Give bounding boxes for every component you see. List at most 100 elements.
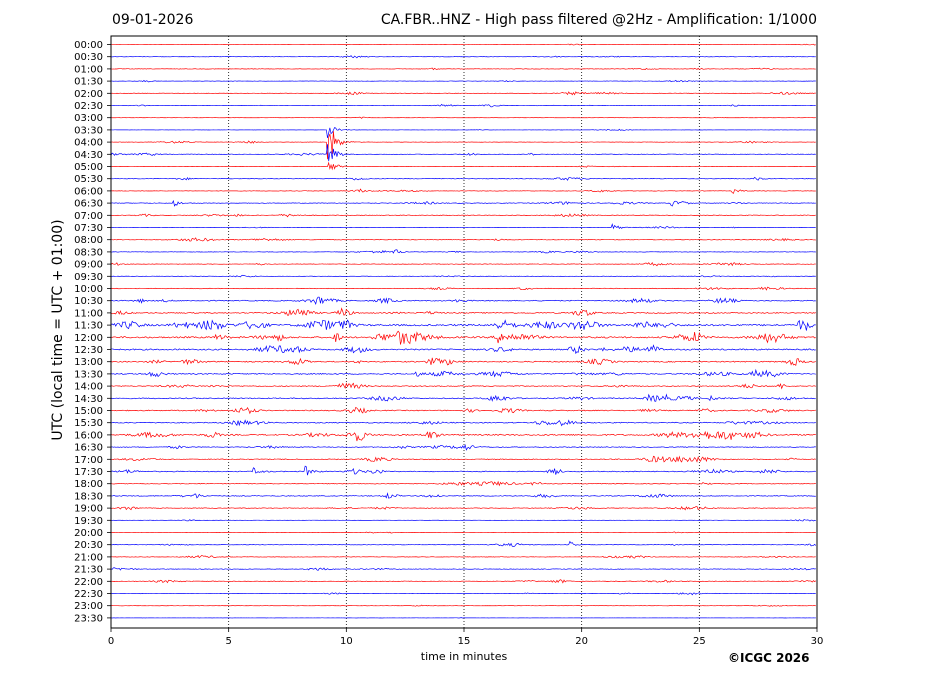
seismic-trace-1600 (110, 430, 816, 442)
y-tick-label: 00:00 (74, 40, 103, 51)
copyright-label: ©ICGC 2026 (728, 651, 810, 665)
x-tick-label: 20 (575, 636, 588, 647)
seismic-trace-0030 (111, 55, 816, 59)
seismic-trace-1000 (110, 286, 816, 291)
seismic-trace-0430 (110, 144, 816, 162)
x-axis-ticks: 0 5 10 15 20 25 30 (108, 628, 824, 647)
y-tick-label: 20:30 (74, 540, 103, 551)
seismic-trace-0830 (110, 249, 816, 254)
y-tick-label: 07:30 (74, 223, 103, 234)
y-tick-label: 19:00 (74, 504, 103, 515)
y-tick-label: 18:30 (74, 491, 103, 502)
seismic-trace-0300 (110, 116, 816, 119)
seismic-trace-1300 (110, 357, 816, 367)
y-axis-label: UTC (local time = UTC + 01:00) (50, 219, 66, 441)
y-tick-label: 15:30 (74, 418, 103, 429)
x-tick-label: 25 (693, 636, 706, 647)
y-tick-label: 06:00 (74, 186, 103, 197)
y-tick-label: 15:00 (74, 406, 103, 417)
x-tick-label: 0 (108, 636, 114, 647)
seismic-traces (110, 43, 817, 619)
vertical-gridlines (228, 36, 700, 628)
seismic-trace-1030 (110, 296, 816, 305)
y-tick-label: 07:00 (74, 211, 103, 222)
y-tick-label: 09:00 (74, 260, 103, 271)
seismic-trace-1930 (110, 519, 816, 522)
x-tick-label: 5 (225, 636, 231, 647)
y-tick-label: 13:30 (74, 369, 103, 380)
y-tick-label: 23:00 (74, 601, 103, 612)
seismic-trace-2000 (110, 531, 816, 534)
y-tick-label: 12:00 (74, 333, 103, 344)
seismic-trace-0000 (110, 43, 816, 46)
y-tick-label: 10:00 (74, 284, 103, 295)
y-tick-label: 19:30 (74, 516, 103, 527)
y-tick-label: 22:30 (74, 589, 103, 600)
seismic-trace-2100 (110, 555, 816, 559)
plot-frame (110, 35, 818, 629)
y-tick-label: 02:30 (74, 101, 103, 112)
y-tick-label: 03:00 (74, 113, 103, 124)
seismic-trace-0400 (110, 131, 816, 160)
date-label: 09-01-2026 (112, 12, 194, 28)
seismic-trace-1830 (110, 492, 816, 499)
seismic-trace-0500 (110, 161, 816, 171)
y-tick-label: 16:30 (74, 443, 103, 454)
seismic-trace-0600 (110, 188, 816, 194)
y-tick-label: 18:00 (74, 479, 103, 490)
y-tick-label: 12:30 (74, 345, 103, 356)
y-tick-label: 10:30 (74, 296, 103, 307)
seismic-trace-1700 (110, 455, 816, 463)
chart-title: CA.FBR..HNZ - High pass filtered @2Hz - … (380, 12, 817, 28)
y-tick-label: 06:30 (74, 199, 103, 210)
y-tick-label: 08:30 (74, 247, 103, 258)
y-tick-label: 05:30 (74, 174, 103, 185)
seismic-trace-0530 (110, 176, 816, 181)
seismic-trace-0700 (110, 213, 816, 218)
y-tick-label: 23:30 (74, 613, 103, 624)
y-tick-label: 05:00 (74, 162, 103, 173)
seismic-trace-0130 (110, 79, 816, 83)
seismic-trace-0730 (110, 223, 816, 230)
y-tick-label: 04:30 (74, 150, 103, 161)
x-tick-label: 15 (458, 636, 471, 647)
seismic-trace-1530 (110, 419, 816, 427)
seismic-trace-0330 (110, 127, 816, 138)
seismic-trace-1630 (110, 444, 816, 451)
seismic-trace-1900 (110, 506, 816, 511)
y-tick-label: 04:00 (74, 138, 103, 149)
y-tick-label: 01:00 (74, 64, 103, 75)
y-tick-label: 11:30 (74, 321, 103, 332)
seismic-trace-0100 (110, 67, 816, 71)
y-tick-label: 09:30 (74, 272, 103, 283)
seismic-trace-1200 (110, 330, 816, 345)
y-tick-label: 17:30 (74, 467, 103, 478)
seismic-trace-2130 (110, 567, 816, 571)
y-tick-label: 03:30 (74, 125, 103, 136)
seismic-trace-1500 (110, 406, 816, 415)
y-tick-label: 22:00 (74, 577, 103, 588)
seismic-trace-1800 (110, 480, 816, 487)
seismic-trace-1730 (110, 465, 816, 476)
seismic-trace-0200 (110, 91, 816, 96)
seismic-trace-2230 (110, 592, 816, 596)
seismic-trace-0930 (110, 274, 816, 278)
seismic-trace-2030 (110, 540, 817, 547)
seismic-trace-1430 (110, 393, 816, 402)
y-tick-label: 13:00 (74, 357, 103, 368)
y-tick-label: 11:00 (74, 308, 103, 319)
seismic-trace-1130 (110, 319, 816, 331)
seismic-trace-2300 (111, 604, 816, 607)
y-tick-label: 21:00 (74, 552, 103, 563)
seismic-trace-1400 (110, 382, 816, 390)
y-tick-label: 14:00 (74, 382, 103, 393)
y-tick-label: 01:30 (74, 77, 103, 88)
x-tick-label: 30 (811, 636, 824, 647)
seismic-trace-1330 (110, 368, 816, 378)
y-tick-label: 14:30 (74, 394, 103, 405)
seismic-trace-1100 (110, 307, 816, 316)
y-tick-label: 00:30 (74, 52, 103, 63)
y-tick-label: 17:00 (74, 455, 103, 466)
